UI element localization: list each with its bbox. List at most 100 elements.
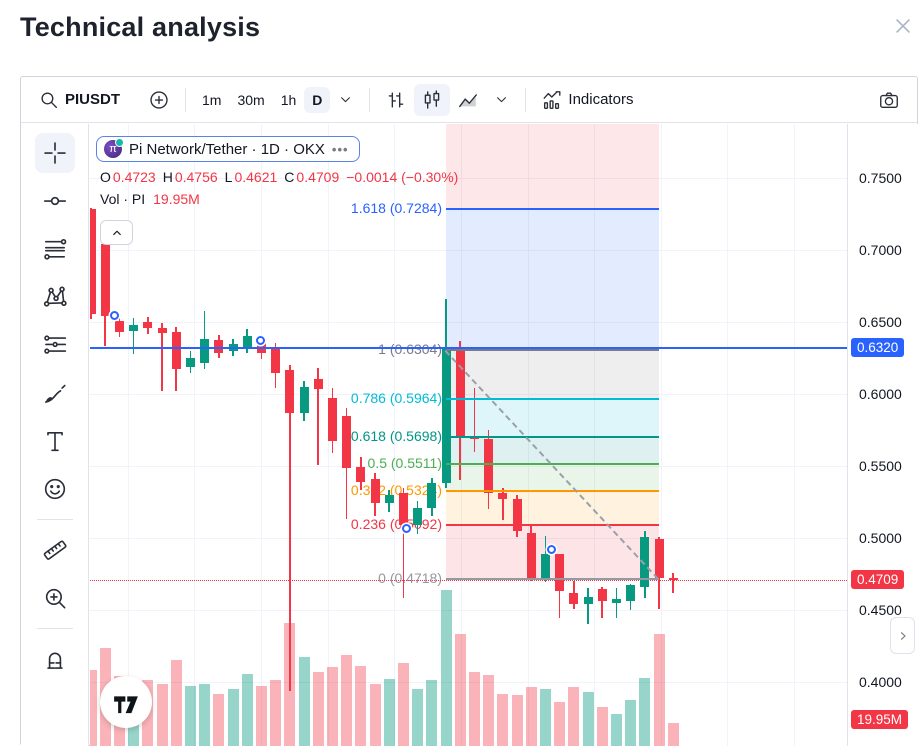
- volume-bar: [511, 695, 523, 746]
- chart-style-area-button[interactable]: [450, 84, 486, 116]
- xabcd-pattern-icon: [43, 286, 67, 307]
- fib-zone-1: [446, 350, 659, 400]
- candle: [413, 507, 423, 526]
- interval-button-1h[interactable]: 1h: [273, 87, 305, 113]
- change-value: −0.0014 (−0.30%): [346, 169, 459, 185]
- scroll-right-button[interactable]: [890, 617, 915, 654]
- chart-plot[interactable]: 1.618 (0.7284) 1 (0.6304) 0.786 (0.5964) 0.…: [90, 124, 847, 746]
- fib-zone-0.786: [446, 399, 659, 438]
- volume-bar: [653, 634, 665, 746]
- grid-line-h: [90, 394, 847, 395]
- last-price-line: [90, 579, 847, 581]
- fib-level-line-1.618: [446, 208, 659, 211]
- fib-label-1: 1 (0.6304): [378, 341, 442, 358]
- chevron-up-icon: [112, 230, 121, 235]
- candle: [185, 358, 195, 367]
- ohlc-key: C: [284, 169, 295, 185]
- candle-wick: [402, 487, 405, 599]
- tool-xabcd-pattern[interactable]: [35, 277, 75, 317]
- compare-add-button[interactable]: [141, 84, 177, 116]
- tool-fib-retracement[interactable]: [35, 229, 75, 269]
- fib-zone-0.382: [446, 491, 659, 525]
- drawing-handle[interactable]: [547, 544, 556, 554]
- fib-label-0.5: 0.5 (0.5511): [367, 455, 442, 472]
- tool-crosshair[interactable]: [34, 133, 75, 173]
- tool-zoom-in[interactable]: [35, 578, 75, 618]
- candle: [200, 338, 210, 364]
- axis-tick: 0.5500: [859, 458, 902, 474]
- legend-symbol-pill[interactable]: π Pi Network/Tether · 1D · OKX •••: [96, 136, 360, 162]
- candle: [540, 553, 550, 579]
- legend-menu-icon[interactable]: •••: [331, 141, 349, 157]
- last-volume-badge: 19.95M: [851, 710, 909, 729]
- candle: [427, 483, 437, 508]
- grid-line-v: [794, 124, 795, 746]
- grid-line-h: [90, 322, 847, 323]
- candle: [299, 386, 309, 413]
- tool-trend-line[interactable]: [35, 181, 75, 221]
- symbol-search-button[interactable]: PIUSDT: [31, 84, 127, 116]
- candle: [668, 577, 678, 580]
- tool-brush[interactable]: [35, 373, 75, 413]
- fib-level-line-0.382: [446, 490, 659, 493]
- horizontal-line-drawing[interactable]: [90, 346, 847, 349]
- grid-line-v: [261, 124, 262, 746]
- chart-style-bars-button[interactable]: [378, 84, 414, 116]
- chevron-right-icon: [900, 631, 906, 640]
- interval-button-d[interactable]: D: [304, 86, 331, 113]
- candle-wick: [615, 587, 618, 619]
- volume-bar: [525, 687, 537, 746]
- chart-widget: PIUSDT 1m 30m 1h D: [20, 76, 918, 746]
- candle-wick: [672, 573, 674, 593]
- volume-bar: [639, 678, 651, 746]
- interval-dropdown-caret[interactable]: [330, 86, 361, 113]
- snapshot-button[interactable]: [871, 84, 907, 116]
- indicators-button[interactable]: Indicators: [534, 84, 640, 116]
- fib-level-line-1: [446, 349, 659, 352]
- volume-label: Vol · PI: [100, 191, 146, 207]
- hline-axis-badge: 0.6320: [851, 337, 905, 357]
- candle: [285, 369, 295, 413]
- volume-bar: [582, 691, 594, 746]
- candle: [611, 598, 621, 603]
- volume-bar: [326, 666, 338, 746]
- drawing-handle[interactable]: [256, 336, 265, 346]
- ohlc-key: O: [100, 169, 111, 185]
- volume-value: 19.95M: [153, 191, 200, 207]
- tool-text[interactable]: [35, 421, 75, 461]
- tool-ruler[interactable]: [35, 530, 75, 570]
- price-axis[interactable]: 0.7500 0.7000 0.6500 0.6000 0.5500 0.5000 0.45…: [847, 124, 918, 746]
- style-dropdown-caret[interactable]: [486, 86, 517, 113]
- ohlc-key: H: [162, 169, 173, 185]
- drawing-handle[interactable]: [402, 523, 411, 533]
- candle: [555, 553, 565, 591]
- tool-emoji[interactable]: [35, 469, 75, 509]
- last-price-badge: 0.4709: [851, 569, 905, 589]
- fib-label-0.236: 0.236 (0.5092): [350, 515, 442, 532]
- candle: [100, 243, 110, 316]
- chart-style-candles-button[interactable]: [414, 83, 451, 116]
- emoji-icon: [44, 478, 65, 500]
- tool-long-position[interactable]: [35, 325, 75, 365]
- sidebar-divider: [36, 628, 73, 629]
- candle-wick: [317, 368, 319, 465]
- candle: [171, 331, 181, 369]
- volume-bar: [312, 672, 324, 746]
- chart-legend: π Pi Network/Tether · 1D · OKX ••• O 0.47…: [96, 136, 458, 207]
- candle: [498, 493, 508, 500]
- candle: [526, 532, 536, 579]
- interval-button-30m[interactable]: 30m: [229, 87, 272, 113]
- tool-magnet[interactable]: [35, 639, 75, 679]
- volume-bar: [90, 670, 97, 746]
- tradingview-logo[interactable]: [100, 676, 152, 728]
- ohlc-readout: O 0.4723 H 0.4756 L 0.4621 C 0.4709 −0.0014 (−0.…: [100, 169, 458, 185]
- fib-zone-extension: [446, 124, 659, 210]
- interval-group: 1m 30m 1h D: [194, 86, 331, 113]
- candle: [143, 322, 153, 329]
- drawing-handle[interactable]: [110, 310, 119, 320]
- legend-collapse-button[interactable]: [100, 220, 133, 245]
- interval-button-1m[interactable]: 1m: [194, 87, 229, 113]
- candle-wick: [473, 388, 476, 452]
- ohlc-value: 0.4621: [234, 169, 278, 185]
- close-button[interactable]: [890, 14, 916, 40]
